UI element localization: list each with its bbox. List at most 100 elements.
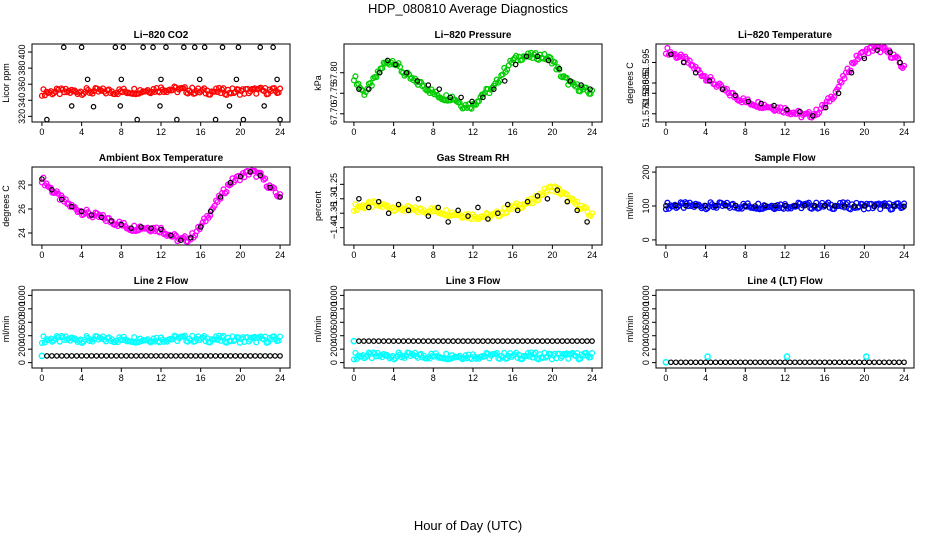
data-point-open [445,219,451,225]
x-tick-label: 20 [235,127,245,137]
x-tick-label: 0 [39,127,44,137]
data-point-open [356,86,362,92]
data-point-open [78,44,85,51]
panel-9: Line 4 (LT) Flow ml/min 0 4 8 12 16 20 24 0 200400… [625,276,915,383]
data-point-open [78,208,85,215]
data-point-open [257,44,264,51]
data-point-open [73,353,80,359]
data-point-open [272,353,278,359]
data-point-open [150,44,156,51]
data-point-open [68,103,75,109]
y-tick-label: 51.595 [641,49,651,77]
data-point-open [504,201,511,208]
data-point-mean [64,89,71,96]
data-point-mean [895,200,902,207]
data-point-open [134,116,140,122]
data-point-open [762,202,768,209]
panel-title: Gas Stream RH [437,153,510,164]
y-tick-label: −1.25 [329,173,339,196]
data-point-open [447,94,453,101]
data-point-open [54,353,60,359]
data-point-open [138,353,144,359]
data-point-open [366,338,372,344]
x-tick-label: 16 [820,250,830,260]
data-point-open [83,353,90,359]
data-point-mean [838,79,845,86]
x-tick-label: 4 [391,127,396,137]
data-point-open [579,338,585,344]
data-point-mean [368,82,375,89]
data-point-open [68,203,75,210]
data-point-open [108,218,115,224]
data-point-open [277,194,283,200]
data-point-open [465,338,471,344]
data-point-low [38,352,46,360]
data-point-open [237,173,244,180]
data-point-open [233,76,240,83]
data-point-open [174,116,180,122]
data-point-open [435,338,442,344]
data-point-mean [884,203,891,210]
data-point-open [539,338,546,344]
panel-3: Li−820 Temperature degrees C 0 4 8 12 16 20 24 51… [625,30,915,137]
data-point-mean [716,80,723,87]
data-point-open [514,338,521,344]
x-tick-label: 8 [119,127,124,137]
data-point-line [362,354,369,361]
data-point-open [480,338,486,344]
data-point-mean [223,188,230,195]
y-tick-label: 51.570 [641,100,651,128]
y-tick-label: −1.35 [329,202,339,225]
data-point-open [187,353,194,359]
data-layer [662,44,908,121]
data-point-open [148,225,154,232]
data-point-line [150,335,157,342]
data-point-open [98,353,105,359]
y-tick-label: 400 [329,328,339,343]
data-point-open [120,44,127,51]
data-point-open [680,59,687,66]
data-point-open [792,359,798,366]
data-point-open [237,353,244,359]
data-point-mean [38,92,45,99]
data-point-open [242,353,249,359]
data-point-open [861,55,868,62]
data-point-open [178,237,184,244]
data-point-mean [405,203,413,210]
data-point-open [891,359,897,366]
y-tick-label: −1.40 [329,216,339,239]
data-point-open [559,338,566,344]
data-point-open [544,195,551,202]
x-tick-label: 16 [196,373,206,383]
data-point-open [556,65,563,72]
data-point-open [544,338,551,344]
data-point-open [128,353,135,359]
data-point-open [219,44,226,51]
x-tick-label: 16 [820,373,830,383]
data-point-open [886,359,892,366]
data-point-spikes [662,358,670,366]
data-point-mean [589,210,596,217]
data-point-mean [68,86,75,93]
data-point-open [450,338,456,344]
data-point-mean [662,206,669,213]
x-tick-label: 12 [156,250,166,260]
y-tick-label: 67.80 [329,61,339,84]
panel-title: Li−820 CO2 [134,30,189,41]
data-point-open [465,213,471,219]
data-point-open [564,198,571,205]
x-tick-label: 24 [899,127,909,137]
data-point-open [227,179,234,186]
data-point-open [201,44,208,51]
panel-title: Line 4 (LT) Flow [747,276,823,287]
data-point-open [841,359,848,366]
panel-title: Line 2 Flow [134,276,189,287]
data-point-mean [189,84,196,91]
y-tick-label: 0 [641,360,651,365]
data-point-line [405,349,413,356]
data-point-open [84,76,91,83]
data-point-open [584,338,590,344]
data-point-open [702,359,709,366]
